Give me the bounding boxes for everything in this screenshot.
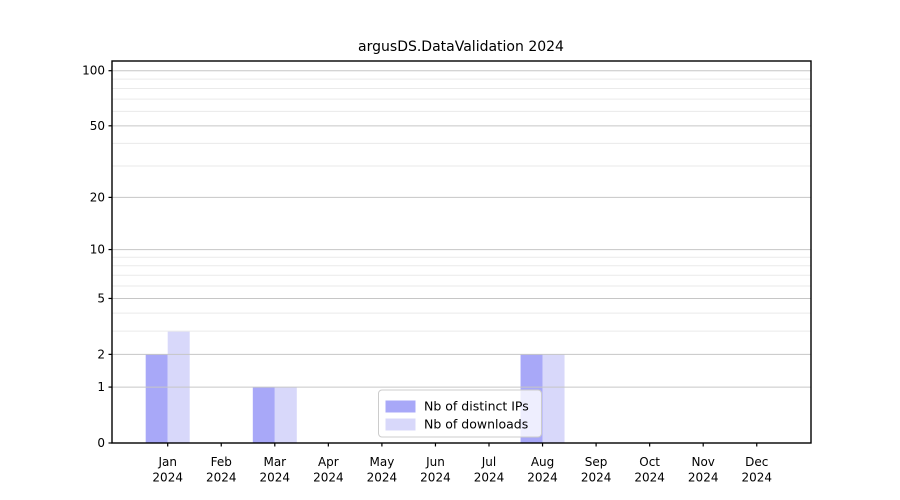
legend: Nb of distinct IPs Nb of downloads (378, 389, 542, 438)
legend-label-distinct-ips: Nb of distinct IPs (424, 399, 529, 414)
plot-border (111, 60, 812, 444)
y-tick-label: 20 (90, 190, 105, 204)
chart-title: argusDS.DataValidation 2024 (358, 39, 564, 55)
x-tick-label-month: Jul (481, 455, 496, 469)
x-tick-label-month: Jun (425, 455, 445, 469)
x-tick-label-year: 2024 (313, 471, 344, 485)
axes-layer: 0 1 2 5 10 20 50 100 Jan 2024 Feb 2024 Mar 2024 Apr 202… (82, 64, 772, 485)
x-tick-label-year: 2024 (527, 471, 558, 485)
legend-swatch-downloads (385, 418, 416, 431)
bar-mar-downloads (274, 387, 297, 443)
y-tick-label: 10 (90, 243, 105, 257)
x-tick-label-month: Apr (318, 455, 339, 469)
y-tick-label: 0 (97, 436, 105, 450)
y-tick-label: 100 (82, 64, 105, 78)
legend-label-downloads: Nb of downloads (424, 417, 528, 432)
bar-mar-distinct-ips (252, 387, 275, 443)
bar-aug-downloads (542, 354, 565, 443)
y-tick-label: 1 (97, 380, 105, 394)
x-tick-label-year: 2024 (420, 471, 451, 485)
y-tick-label: 50 (90, 119, 105, 133)
bar-jan-distinct-ips (145, 354, 168, 443)
x-tick-label-year: 2024 (206, 471, 237, 485)
y-tick-label: 2 (97, 347, 105, 361)
y-tick-label: 5 (97, 291, 105, 305)
x-tick-label-month: May (369, 455, 394, 469)
legend-swatch-distinct-ips (385, 400, 416, 413)
x-tick-label-month: Nov (691, 455, 714, 469)
x-tick-label-year: 2024 (688, 471, 719, 485)
x-tick-label-year: 2024 (260, 471, 291, 485)
x-tick-label-month: Feb (211, 455, 232, 469)
x-tick-label-year: 2024 (634, 471, 665, 485)
legend-box (378, 389, 542, 438)
x-tick-label-month: Jan (157, 455, 177, 469)
x-tick-label-year: 2024 (741, 471, 772, 485)
x-tick-label-month: Mar (263, 455, 286, 469)
x-tick-label-year: 2024 (474, 471, 505, 485)
x-tick-label-year: 2024 (581, 471, 612, 485)
x-tick-label-month: Aug (531, 455, 554, 469)
x-tick-label-month: Sep (585, 455, 608, 469)
grid-layer (112, 70, 811, 388)
x-tick-label-year: 2024 (152, 471, 183, 485)
x-tick-label-month: Dec (745, 455, 768, 469)
x-tick-label-year: 2024 (367, 471, 398, 485)
x-tick-label-month: Oct (639, 455, 660, 469)
